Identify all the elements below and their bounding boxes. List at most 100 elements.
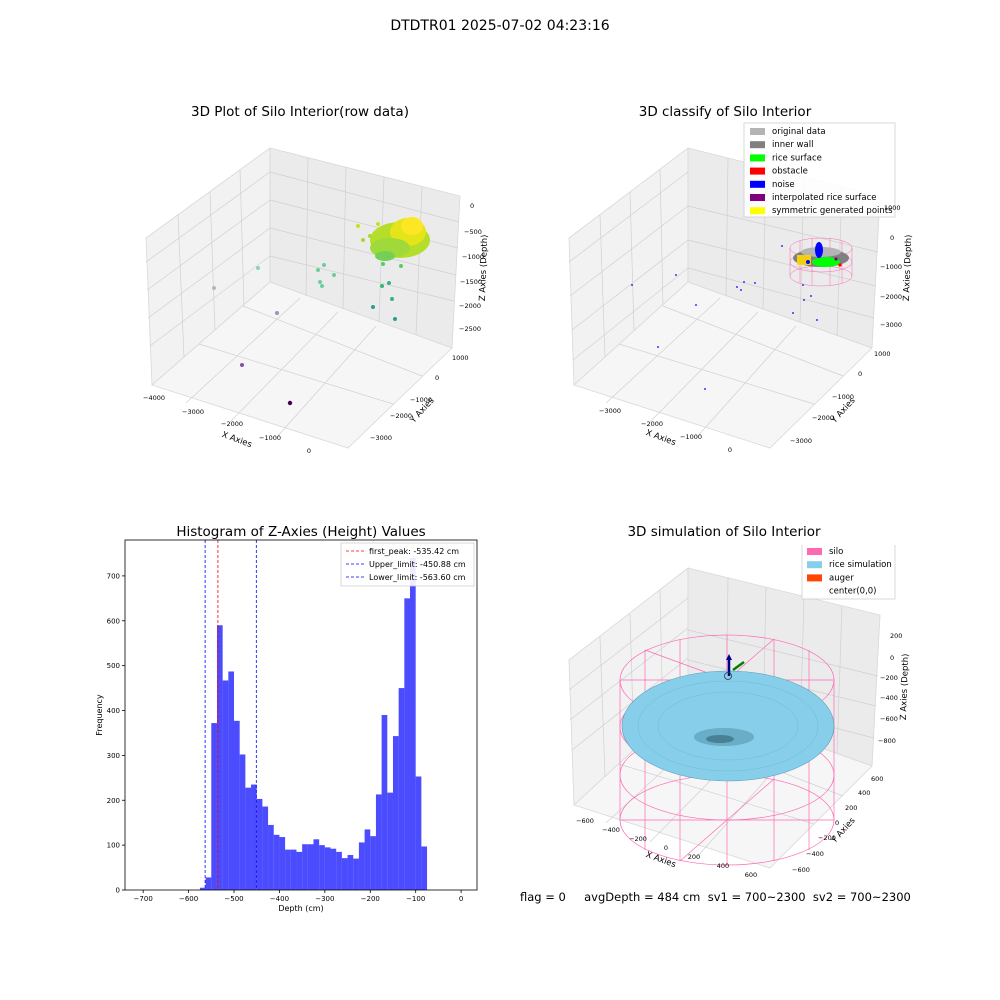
histogram-bar <box>222 680 229 890</box>
x-tick-label: −400 <box>270 895 289 903</box>
panel2-legend-label: obstacle <box>772 167 808 177</box>
p2-zlabel: Z Axies (Depth) <box>902 234 914 301</box>
p4-xtick: 200 <box>688 853 700 861</box>
p1-xtick: 0 <box>307 447 311 455</box>
histogram-bar <box>404 598 411 890</box>
panel2-classified-cluster <box>793 242 849 267</box>
histogram-bar <box>358 842 365 890</box>
p2-ztick: −3000 <box>880 321 902 329</box>
histogram-bar <box>307 844 314 890</box>
panel4-legend-label: center(0,0) <box>829 587 877 597</box>
histogram-legend: first_peak: -535.42 cm Upper_limit: -450.… <box>340 542 475 587</box>
x-tick-label: −300 <box>315 895 334 903</box>
y-tick-label: 200 <box>107 797 120 805</box>
p2-ytick: −1000 <box>832 393 854 401</box>
panel2-legend-swatch <box>750 180 765 188</box>
panel1-rice-cluster <box>370 217 430 261</box>
p1-ytick: 1000 <box>452 354 469 362</box>
p4-xtick: 0 <box>664 844 668 852</box>
auger-marker <box>724 654 745 680</box>
panel2-legend-swatch <box>750 141 765 149</box>
histogram-bar <box>375 794 382 890</box>
p1-ztick: −1500 <box>460 278 482 286</box>
p2-ztick: −2000 <box>880 293 902 301</box>
histogram-bar <box>302 844 308 890</box>
histogram-bar <box>387 792 393 890</box>
histogram-bar <box>347 855 354 890</box>
panel4-legend-label: auger <box>829 573 854 583</box>
histogram-bar <box>324 847 331 890</box>
p2-xtick: −2000 <box>641 420 663 428</box>
histogram-bar <box>290 849 297 890</box>
y-tick-label: 300 <box>107 752 120 760</box>
histogram-bar <box>205 877 212 890</box>
p2-xlabel: X Axies <box>644 428 677 448</box>
y-tick-label: 100 <box>107 842 120 850</box>
p4-ztick: 0 <box>890 654 894 662</box>
panel2-legend-swatch <box>750 154 765 162</box>
p4-ytick: 200 <box>845 804 857 812</box>
histogram-bar <box>392 736 399 890</box>
p2-ytick: −2000 <box>812 414 834 422</box>
p4-ytick: −600 <box>792 866 810 874</box>
figure-title: DTDTR01 2025-07-02 04:23:16 <box>390 18 610 34</box>
panel2-legend: original data inner wall rice surface obsta… <box>743 122 896 218</box>
p2-xtick: 0 <box>728 446 732 454</box>
status-footer: flag = 0 avgDepth = 484 cm sv1 = 700~230… <box>520 890 911 904</box>
panel2-legend-label: original data <box>772 127 826 137</box>
p1-ztick: −2500 <box>459 325 481 333</box>
histogram-bar <box>262 806 269 890</box>
histogram-bar <box>228 671 235 890</box>
p4-xtick: 600 <box>745 871 757 879</box>
panel2-legend-swatch <box>750 128 765 135</box>
p4-xtick: 400 <box>717 862 729 870</box>
p1-zlabel: Z Axies (Depth) <box>478 234 490 301</box>
panel2-silo-wireframe <box>789 237 853 287</box>
x-tick-label: −200 <box>361 895 380 903</box>
p1-xtick: −1000 <box>259 434 281 442</box>
p1-ztick: −2000 <box>459 302 481 310</box>
histogram-bar <box>216 625 223 890</box>
panel2-legend-swatch <box>750 167 765 175</box>
histogram-bar <box>268 824 274 890</box>
histogram-frame <box>124 539 478 891</box>
p4-xtick: −400 <box>602 826 620 834</box>
p4-zlabel: Z Axies (Depth) <box>899 653 911 720</box>
histogram-bar <box>415 776 422 890</box>
p2-xtick: −1000 <box>680 433 702 441</box>
panel4-3d-plot: silo rice simulation auger center(0,0) −600… <box>568 545 911 879</box>
p2-ytick: 0 <box>858 370 862 378</box>
p4-ztick: 200 <box>890 632 902 640</box>
p4-ztick: −600 <box>880 715 898 723</box>
histogram-xlabel: Depth (cm) <box>278 904 323 913</box>
panel4-legend-swatch <box>807 561 822 569</box>
panel4-title: 3D simulation of Silo Interior <box>627 524 821 540</box>
p1-ytick: −1000 <box>410 396 432 404</box>
panel2-title: 3D classify of Silo Interior <box>638 104 812 120</box>
panel4-legend-label: silo <box>829 547 843 557</box>
y-tick-label: 600 <box>107 617 120 625</box>
p4-ztick: −400 <box>880 694 898 702</box>
p4-ytick: −200 <box>818 834 836 842</box>
histogram-bar <box>410 557 416 890</box>
histogram-bar <box>398 688 405 890</box>
panel1-scatter-points <box>212 222 403 406</box>
panel2-legend-label: symmetric generated points <box>772 206 893 216</box>
histogram-bar <box>234 720 240 890</box>
p1-xtick: −4000 <box>143 394 165 402</box>
histogram-bar <box>336 851 342 890</box>
histogram-ylabel: Frequency <box>95 694 104 736</box>
histogram-bar <box>285 849 291 890</box>
panel2-legend-label: rice surface <box>772 153 822 163</box>
histogram-bar <box>279 837 286 890</box>
histogram-bar <box>353 858 359 890</box>
p2-ytick: 1000 <box>874 350 891 358</box>
panel2-legend-swatch <box>750 207 765 215</box>
p4-ytick: 0 <box>835 819 839 827</box>
histogram-bar <box>330 848 337 890</box>
histogram-bar <box>239 754 246 890</box>
panel2-3d-plot: original data inner wall rice surface obsta… <box>568 122 914 454</box>
histogram-bar <box>341 858 348 890</box>
y-tick-label: 500 <box>107 662 120 670</box>
y-tick-label: 400 <box>107 707 120 715</box>
